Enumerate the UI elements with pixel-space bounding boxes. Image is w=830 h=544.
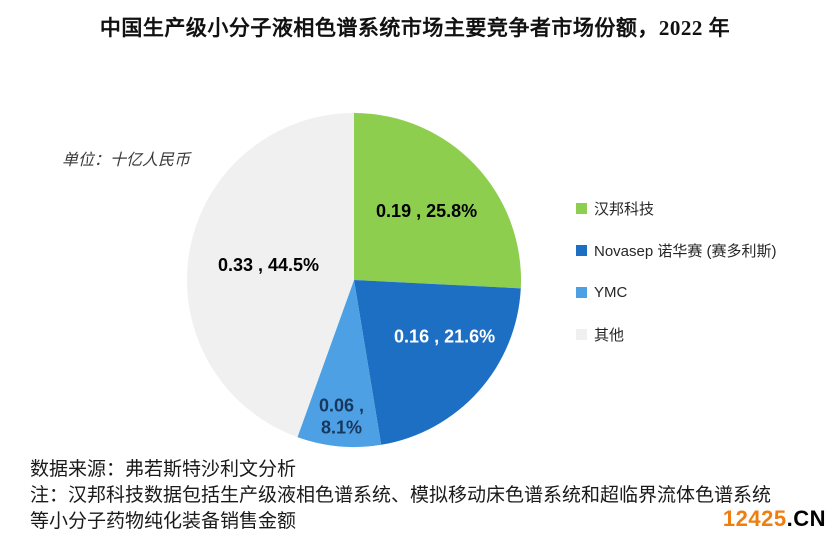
legend-label: Novasep 诺华赛 (赛多利斯) bbox=[594, 242, 777, 260]
pie-slice-2 bbox=[354, 280, 521, 445]
watermark-number: 12425 bbox=[722, 506, 787, 531]
slice-label-1: 0.19 , 25.8% bbox=[376, 201, 477, 221]
legend-item-3: YMC bbox=[576, 281, 777, 303]
footer-notes: 数据来源：弗若斯特沙利文分析 注：汉邦科技数据包括生产级液相色谱系统、模拟移动床… bbox=[30, 457, 830, 535]
pie-slice-1 bbox=[354, 113, 522, 289]
legend-label: YMC bbox=[594, 283, 628, 301]
legend-swatch-icon bbox=[576, 202, 587, 214]
slice-label-4: 0.33 , 44.5% bbox=[218, 255, 319, 275]
legend-swatch-icon bbox=[576, 244, 587, 256]
slice-label-3: 0.06 , bbox=[319, 395, 364, 415]
chart-title: 中国生产级小分子液相色谱系统市场主要竞争者市场份额，2022 年 bbox=[99, 16, 731, 40]
pie-slice-3 bbox=[297, 280, 382, 448]
watermark-tld: .CN bbox=[786, 506, 826, 531]
slice-label-3: 8.1% bbox=[321, 417, 362, 437]
legend-item-1: 汉邦科技 bbox=[576, 197, 777, 219]
legend-item-4: 其他 bbox=[576, 323, 777, 345]
legend: 汉邦科技 Novasep 诺华赛 (赛多利斯) YMC 其他 bbox=[576, 197, 777, 365]
pie-slice-4 bbox=[186, 113, 354, 438]
data-source-text: 数据来源：弗若斯特沙利文分析 bbox=[30, 459, 297, 480]
legend-label: 汉邦科技 bbox=[594, 200, 655, 218]
legend-swatch-icon bbox=[576, 286, 587, 298]
note-line-1: 注：汉邦科技数据包括生产级液相色谱系统、模拟移动床色谱系统和超临界流体色谱系统 bbox=[30, 485, 772, 506]
legend-swatch-icon bbox=[576, 328, 587, 340]
note-line-2: 等小分子药物纯化装备销售金额 bbox=[30, 511, 297, 532]
legend-item-2: Novasep 诺华赛 (赛多利斯) bbox=[576, 239, 777, 261]
pie-chart: 0.19 , 25.8% 0.16 , 21.6% 0.06 ,8.1% 0.33 ,… bbox=[186, 113, 522, 448]
slice-label-2: 0.16 , 21.6% bbox=[394, 327, 495, 347]
legend-label: 其他 bbox=[594, 326, 625, 344]
unit-label: 单位：十亿人民币 bbox=[62, 152, 191, 169]
watermark: 12425.CN bbox=[723, 506, 826, 532]
